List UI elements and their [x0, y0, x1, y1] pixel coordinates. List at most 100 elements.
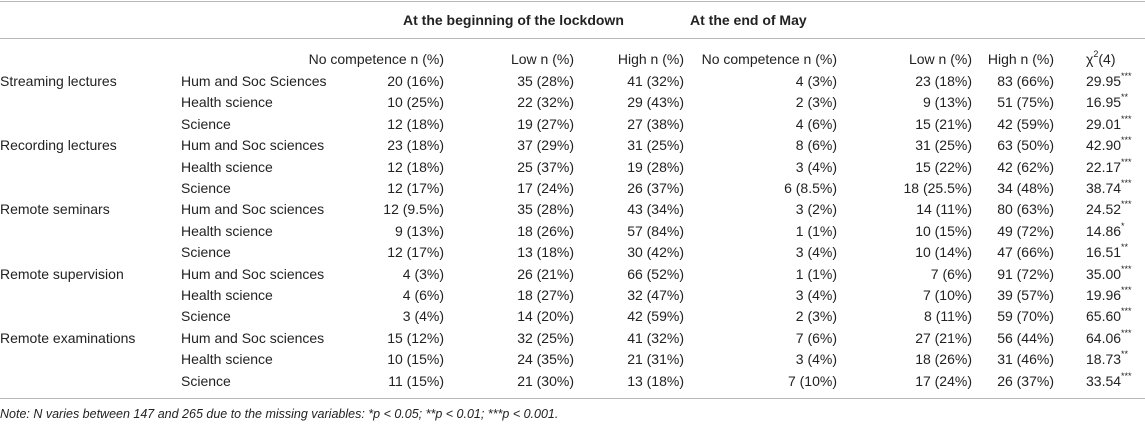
- table-cell: 17 (24%): [915, 373, 972, 389]
- table-cell: 26 (21%): [517, 266, 574, 282]
- table-cell: 3 (4%): [402, 308, 444, 324]
- row-field: Health science: [181, 94, 273, 110]
- table-cell: 12 (9.5%): [383, 201, 444, 217]
- chi-square-value: 24.52: [1086, 201, 1122, 217]
- chi-square-cell: 29.95***: [1086, 72, 1132, 90]
- table-cell: 8 (6%): [795, 137, 837, 153]
- table-cell: 47 (66%): [997, 244, 1054, 260]
- significance-marker: ***: [1121, 264, 1132, 275]
- table-cell: 7 (10%): [787, 373, 837, 389]
- header-rule: [0, 38, 1145, 39]
- table-note: Note: N varies between 147 and 265 due t…: [0, 407, 559, 421]
- chi-square-value: 18.73: [1086, 351, 1122, 367]
- table-cell: 22 (32%): [517, 94, 574, 110]
- col-header-low-begin: Low n (%): [510, 51, 574, 67]
- table-cell: 7 (6%): [930, 266, 972, 282]
- table-cell: 41 (32%): [627, 73, 684, 89]
- row-field: Science: [181, 308, 231, 324]
- table-cell: 7 (10%): [922, 287, 972, 303]
- table-cell: 27 (21%): [915, 330, 972, 346]
- table-cell: 18 (26%): [517, 223, 574, 239]
- table-cell: 1 (1%): [795, 266, 837, 282]
- table-cell: 43 (34%): [627, 201, 684, 217]
- table-cell: 2 (3%): [795, 94, 837, 110]
- table-cell: 31 (25%): [627, 137, 684, 153]
- significance-marker: ***: [1121, 135, 1132, 146]
- table-cell: 7 (6%): [795, 330, 837, 346]
- chi-symbol: χ: [1086, 51, 1094, 67]
- table-cell: 83 (66%): [997, 73, 1054, 89]
- table-cell: 32 (47%): [627, 287, 684, 303]
- table-cell: 59 (70%): [997, 308, 1054, 324]
- significance-marker: **: [1121, 349, 1129, 360]
- chi-square-cell: 65.60***: [1086, 307, 1132, 325]
- table-cell: 15 (12%): [387, 330, 444, 346]
- table-cell: 25 (37%): [517, 159, 574, 175]
- table-cell: 14 (11%): [916, 201, 972, 217]
- table-cell: 21 (30%): [517, 373, 574, 389]
- table-cell: 35 (28%): [517, 201, 574, 217]
- chi-square-cell: 38.74***: [1086, 179, 1132, 197]
- chi-square-cell: 16.51**: [1086, 243, 1128, 261]
- table-cell: 4 (3%): [402, 266, 444, 282]
- table-cell: 49 (72%): [997, 223, 1054, 239]
- chi-square-value: 19.96: [1086, 287, 1122, 303]
- table-cell: 42 (59%): [627, 308, 684, 324]
- table-cell: 91 (72%): [997, 266, 1054, 282]
- table-cell: 4 (3%): [795, 73, 837, 89]
- table-cell: 34 (48%): [997, 180, 1054, 196]
- chi-square-value: 22.17: [1086, 159, 1122, 175]
- table-cell: 26 (37%): [997, 373, 1054, 389]
- table-cell: 10 (15%): [387, 351, 444, 367]
- row-field: Hum and Soc sciences: [181, 201, 325, 217]
- table-cell: 12 (17%): [387, 244, 444, 260]
- significance-marker: **: [1121, 92, 1129, 103]
- chi-square-value: 33.54: [1086, 373, 1122, 389]
- table-cell: 63 (50%): [997, 137, 1054, 153]
- top-rule: [0, 1, 1145, 2]
- table-cell: 4 (6%): [795, 116, 837, 132]
- col-header-no-competence-end: No competence n (%): [701, 51, 837, 67]
- group-header-end: At the end of May: [690, 12, 807, 28]
- table-cell: 12 (17%): [387, 180, 444, 196]
- table-cell: 1 (1%): [795, 223, 837, 239]
- chi-square-value: 64.06: [1086, 330, 1122, 346]
- table-cell: 19 (27%): [517, 116, 574, 132]
- chi-superscript: 2: [1093, 49, 1099, 60]
- row-activity: Remote examinations: [0, 330, 136, 346]
- table-cell: 3 (4%): [795, 287, 837, 303]
- table-cell: 15 (22%): [915, 159, 972, 175]
- chi-square-value: 14.86: [1086, 223, 1122, 239]
- chi-square-value: 38.74: [1086, 180, 1122, 196]
- row-field: Health science: [181, 351, 273, 367]
- table-cell: 13 (18%): [627, 373, 684, 389]
- row-activity: Recording lectures: [0, 137, 117, 153]
- table-cell: 6 (8.5%): [784, 180, 837, 196]
- table-cell: 29 (43%): [627, 94, 684, 110]
- table-cell: 56 (44%): [997, 330, 1054, 346]
- chi-square-value: 42.90: [1086, 137, 1122, 153]
- col-header-no-competence-begin: No competence n (%): [308, 51, 444, 67]
- table-cell: 19 (28%): [627, 159, 684, 175]
- significance-marker: ***: [1121, 178, 1132, 189]
- col-header-high-end: High n (%): [987, 51, 1054, 67]
- table-cell: 10 (14%): [915, 244, 972, 260]
- row-field: Hum and Soc sciences: [181, 330, 325, 346]
- table-cell: 51 (75%): [997, 94, 1054, 110]
- col-header-low-end: Low n (%): [908, 51, 972, 67]
- chi-square-value: 65.60: [1086, 308, 1122, 324]
- table-cell: 66 (52%): [627, 266, 684, 282]
- row-field: Science: [181, 116, 231, 132]
- chi-square-value: 16.51: [1086, 244, 1122, 260]
- table-cell: 12 (18%): [387, 159, 444, 175]
- table-cell: 32 (25%): [517, 330, 574, 346]
- chi-square-cell: 29.01***: [1086, 115, 1132, 133]
- table-cell: 17 (24%): [517, 180, 574, 196]
- table-cell: 41 (32%): [627, 330, 684, 346]
- chi-square-cell: 19.96***: [1086, 286, 1132, 304]
- significance-marker: *: [1121, 221, 1125, 232]
- table-cell: 23 (18%): [915, 73, 972, 89]
- table-cell: 3 (4%): [795, 159, 837, 175]
- table-cell: 4 (6%): [402, 287, 444, 303]
- table-cell: 3 (4%): [795, 351, 837, 367]
